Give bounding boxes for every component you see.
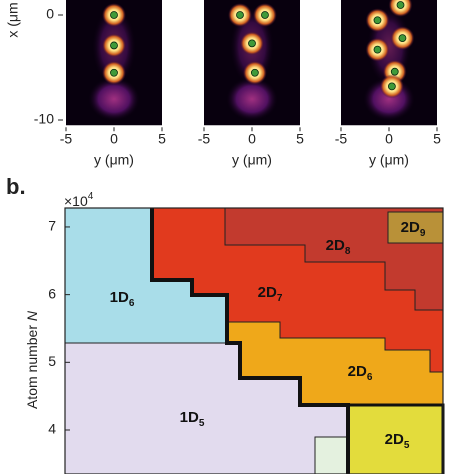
y-axis-label: Atom number N	[24, 310, 40, 409]
x-axis-label: y (μm)	[94, 152, 134, 168]
x-tick-label: -5	[60, 131, 73, 147]
y-tick-label: -10	[34, 111, 54, 127]
phase-boundary	[150, 208, 350, 474]
atom-dot	[373, 16, 382, 25]
x-tick-label: 0	[385, 131, 393, 147]
x-axis-label: y (μm)	[369, 152, 409, 168]
atom-dot	[248, 39, 256, 48]
haze	[88, 77, 140, 121]
y-axis-label: x (μm	[5, 2, 21, 37]
atom-dot	[396, 1, 405, 9]
atom-dot	[110, 68, 118, 77]
region-label: 2D5	[385, 431, 410, 451]
atom-dot	[373, 45, 382, 54]
region-label: 2D8	[326, 237, 351, 257]
panel-label: b.	[6, 174, 26, 199]
x-tick-label: 0	[248, 131, 256, 147]
panel-b: b. ×104 Atom number N 4 5 6 7 1D6 1D5 2D7 2D8 2D…	[6, 174, 445, 474]
panel-a: x (μm 0 -10 -5 0 5 y (μm) -5 0 5 y (μm) -5 0 5 y (μm)	[5, 0, 441, 168]
atom-dot	[261, 11, 269, 19]
region-label: 1D6	[110, 289, 135, 309]
atom-dot	[236, 11, 244, 19]
x-tick-label: 5	[296, 131, 304, 147]
y-tick-label: 7	[48, 218, 56, 234]
y-tick-label: 0	[46, 6, 54, 22]
atom-dot	[398, 34, 407, 42]
y-tick-label: 4	[48, 421, 56, 437]
haze	[226, 77, 278, 121]
atom-dot	[390, 67, 399, 76]
x-axis-label: y (μm)	[232, 152, 272, 168]
atom-dot	[110, 11, 118, 19]
region-label: 2D9	[401, 219, 426, 239]
x-tick-label: -5	[335, 131, 348, 147]
regions	[64, 207, 444, 474]
region	[314, 436, 349, 474]
region-label: 2D7	[258, 284, 283, 304]
y-tick-label: 5	[48, 353, 56, 369]
atom-dot	[110, 41, 118, 50]
image-panel	[66, 0, 162, 126]
x-tick-label: 0	[110, 131, 118, 147]
multiplier: ×104	[64, 191, 94, 209]
atom-dot	[250, 68, 259, 77]
x-tick-label: 5	[433, 131, 441, 147]
x-tick-label: -5	[198, 131, 211, 147]
atom-dot	[387, 82, 396, 91]
region-label: 1D5	[180, 409, 205, 429]
image-panel	[204, 0, 300, 126]
image-panel	[341, 0, 437, 126]
plot-frame	[64, 207, 444, 474]
y-tick-label: 6	[48, 285, 56, 301]
region-label: 2D6	[348, 363, 373, 383]
x-tick-label: 5	[158, 131, 166, 147]
